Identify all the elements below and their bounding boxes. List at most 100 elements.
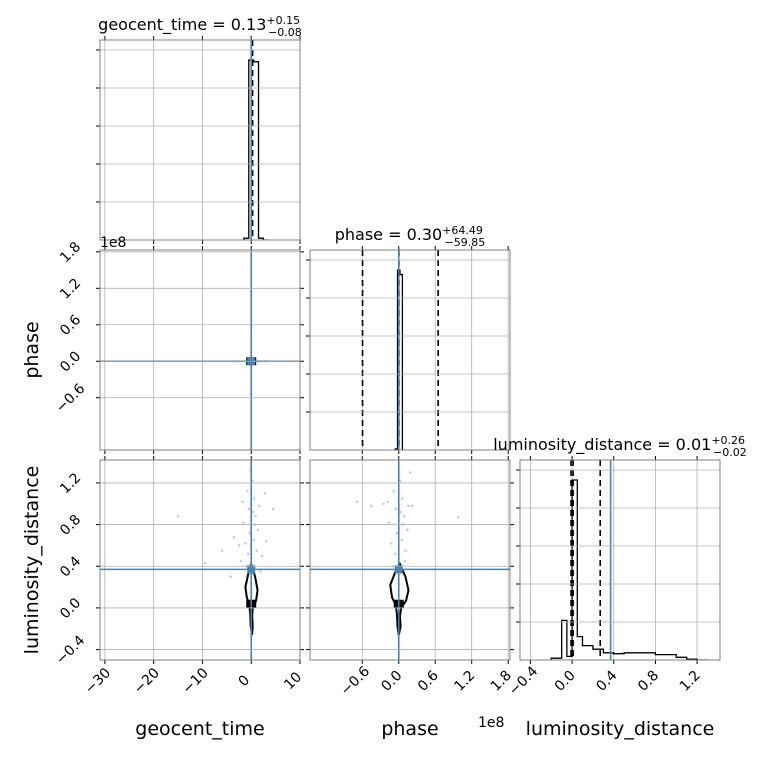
hist-step-luminosity_distance	[550, 479, 708, 660]
panel-geocent_time-vs-geocent_time: geocent_time = 0.13+0.15 −0.08	[96, 14, 302, 244]
scatter-point	[252, 497, 256, 500]
scatter-point	[246, 552, 250, 556]
title-geocent_time: geocent_time = 0.13+0.15 −0.08	[98, 14, 302, 39]
scatter-point	[220, 549, 224, 552]
panel-content	[310, 460, 510, 660]
title-luminosity_distance: luminosity_distance = 0.01+0.26 −0.02	[493, 434, 747, 459]
truth-marker	[247, 565, 256, 574]
x-tick-label: 0.0	[378, 668, 405, 695]
title-upper-error: +0.15	[266, 14, 300, 27]
scatter-point	[394, 507, 398, 511]
y-tick-label: 0.8	[57, 512, 84, 539]
panel-frame	[309, 459, 511, 661]
scatter-point	[257, 504, 261, 508]
scatter-point	[390, 542, 393, 545]
panel-frame	[519, 459, 721, 661]
scatter-point	[393, 552, 397, 556]
panel-content	[361, 250, 439, 450]
title-lower-error: −0.08	[268, 26, 302, 39]
y-axis-label-luminosity_distance: luminosity_distance	[21, 466, 43, 655]
title-upper-error: +0.26	[711, 434, 745, 447]
scatter-point	[246, 489, 249, 493]
y-tick-label: 1.2	[57, 470, 84, 497]
scatter-point	[176, 514, 180, 518]
x-tick-label: 1.2	[677, 668, 704, 695]
scatter-point	[401, 497, 404, 500]
x-tick-label: −10	[180, 665, 212, 697]
scatter-point	[248, 531, 252, 535]
panel-content	[550, 460, 708, 660]
x-tick-label: −20	[131, 665, 163, 697]
scatter-point	[395, 531, 399, 535]
scatter-point	[263, 492, 267, 495]
title-lower-error: −59.85	[445, 236, 486, 249]
scatter-point	[386, 500, 390, 503]
y-tick-label: 0.4	[57, 553, 84, 580]
scatter-point	[392, 489, 396, 493]
y-tick-label: 1.8	[57, 239, 84, 266]
hist-step-geocent_time	[243, 59, 269, 240]
phase-y-offset-text: 1e8	[100, 235, 126, 251]
scatter-point	[409, 471, 412, 474]
scatter-point	[232, 535, 236, 539]
scatter-point	[403, 559, 407, 563]
panel-content	[243, 40, 269, 240]
scatter-point	[404, 549, 407, 552]
x-tick-label: 0	[236, 672, 254, 690]
panel-content	[100, 460, 300, 660]
panel-content	[100, 250, 300, 450]
panel-frame	[99, 459, 301, 661]
truth-marker	[394, 565, 403, 574]
scatter-point	[254, 514, 257, 518]
x-tick-label: 0.4	[593, 668, 620, 695]
y-tick-label: 0.0	[57, 595, 84, 622]
scatter-point	[355, 500, 359, 503]
scatter-point	[239, 559, 243, 563]
x-axis-label-luminosity_distance: luminosity_distance	[526, 718, 715, 740]
phase-x-offset-text: 1e8	[478, 715, 504, 731]
scatter-point	[399, 510, 402, 514]
scatter-point	[255, 549, 258, 552]
panel-frame	[309, 249, 511, 451]
panel-frame	[99, 249, 301, 451]
x-tick-label: 10	[281, 669, 305, 693]
scatter-point	[265, 539, 268, 543]
scatter-point	[382, 502, 385, 506]
panel-luminosity_distance-vs-geocent_time: −0.4 0.0 0.4 0.8 1.2 luminosity_distance −30 −2…	[21, 456, 305, 740]
y-tick-label: −0.6	[53, 381, 88, 416]
scatter-point	[244, 542, 247, 545]
scatter-point	[370, 504, 373, 508]
x-tick-label: 0.8	[635, 668, 662, 695]
title-text: geocent_time = 0.13	[98, 15, 266, 35]
scatter-point	[457, 515, 460, 519]
panel-phase-vs-phase: phase = 0.30+64.49 −59.85	[306, 224, 511, 454]
y-tick-label: 0.0	[57, 348, 84, 375]
scatter-point	[256, 528, 260, 532]
x-tick-label: 0.0	[552, 668, 579, 695]
x-tick-label: −0.4	[506, 663, 541, 698]
scatter-point	[242, 521, 245, 524]
scatter-point	[203, 561, 207, 565]
x-axis-label-geocent_time: geocent_time	[135, 718, 264, 740]
title-text: luminosity_distance = 0.01	[493, 435, 711, 455]
title-upper-error: +64.49	[442, 224, 483, 237]
scatter-point	[387, 521, 391, 524]
x-tick-label: −0.6	[338, 663, 373, 698]
scatter-point	[402, 514, 406, 518]
scatter-point	[237, 544, 241, 547]
scatter-point	[252, 538, 255, 542]
panel-luminosity_distance-vs-luminosity_distance: luminosity_distance = 0.01+0.26 −0.02 −0.4…	[493, 434, 747, 740]
y-tick-label: 1.2	[57, 275, 84, 302]
panel-phase-vs-geocent_time: −0.6 0.0 0.6 1.2 1.8 phase	[21, 239, 304, 454]
x-tick-label: −30	[82, 665, 114, 697]
scatter-point	[407, 504, 410, 508]
scatter-point	[271, 507, 275, 511]
x-axis-label-phase: phase	[381, 718, 438, 740]
y-tick-label: −0.4	[53, 633, 88, 668]
x-tick-label: 0.6	[415, 668, 442, 695]
scatter-point	[251, 510, 254, 514]
scatter-point	[405, 528, 409, 532]
